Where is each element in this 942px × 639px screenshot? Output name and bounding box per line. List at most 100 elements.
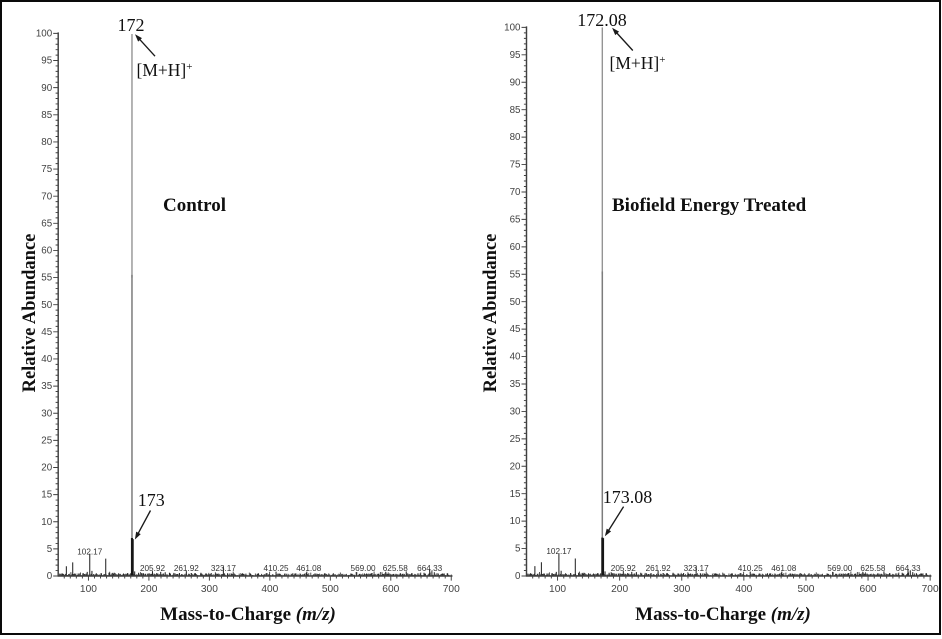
x-ticks: 100 200 300 400 500 600 700 bbox=[63, 576, 460, 595]
y-tick-label: 15 bbox=[41, 490, 52, 501]
x-axis-title-main-control: Mass-to-Charge bbox=[160, 603, 291, 625]
y-tick-label: 90 bbox=[41, 83, 52, 94]
annotated-peaks: 102.17 205.92 261.92 323.17 410.25 461.08 569.… bbox=[546, 547, 921, 576]
peak-annotation: 461.08 bbox=[771, 564, 796, 573]
minor-peaks bbox=[61, 558, 449, 576]
y-tick-label: 20 bbox=[41, 463, 52, 474]
peak-annotation: 664.33 bbox=[895, 564, 920, 573]
y-tick-label: 60 bbox=[510, 242, 521, 253]
y-tick-label: 75 bbox=[41, 164, 52, 175]
y-tick-label: 30 bbox=[41, 408, 52, 419]
y-tick-label: 5 bbox=[47, 544, 53, 555]
x-axis-title-unit-treated: (m/z) bbox=[770, 603, 811, 625]
y-tick-label: 85 bbox=[510, 105, 521, 116]
peak-annotation: 261.92 bbox=[646, 564, 671, 573]
peak-annotation: 323.17 bbox=[211, 564, 236, 573]
y-tick-label: 75 bbox=[510, 160, 521, 171]
minor-peaks-path bbox=[530, 558, 927, 576]
y-tick-label: 25 bbox=[510, 434, 521, 445]
y-tick-label: 100 bbox=[504, 23, 521, 34]
panel-title-treated: Biofield Energy Treated bbox=[612, 194, 807, 216]
x-tick-label: 400 bbox=[735, 584, 752, 595]
y-ticks: 1009590858075706560555045403530252015105… bbox=[504, 23, 527, 582]
y-tick-label: 50 bbox=[41, 300, 52, 311]
y-tick-label: 95 bbox=[510, 50, 521, 61]
y-axis-title-control: Relative Abundance bbox=[19, 233, 40, 393]
adduct-main-control: [M+H] bbox=[136, 59, 187, 80]
isotope-peak-label-treated: 173.08 bbox=[602, 487, 653, 507]
y-tick-label: 20 bbox=[510, 461, 521, 472]
peak-annotation: 625.58 bbox=[383, 564, 408, 573]
y-tick-label: 45 bbox=[41, 327, 52, 338]
x-tick-label: 500 bbox=[797, 584, 814, 595]
peak-annotation: 664.33 bbox=[417, 564, 442, 573]
x-tick-label: 700 bbox=[443, 584, 460, 595]
peak-annotation: 410.25 bbox=[738, 564, 763, 573]
x-tick-marks bbox=[532, 576, 931, 581]
x-axis-title-treated: Mass-to-Charge (m/z) bbox=[635, 605, 811, 624]
y-tick-label: 80 bbox=[510, 132, 521, 143]
peak-annotation: 569.00 bbox=[827, 564, 852, 573]
base-peak-arrow bbox=[612, 27, 634, 51]
peak-annotation: 323.17 bbox=[684, 564, 709, 573]
x-ticks: 100 200 300 400 500 600 700 bbox=[532, 576, 939, 595]
annotated-peaks: 102.17 205.92 261.92 323.17 410.25 461.08 569.… bbox=[77, 547, 443, 576]
x-tick-label: 200 bbox=[611, 584, 628, 595]
y-tick-label: 95 bbox=[41, 56, 52, 67]
panel-control: 102.17 205.92 261.92 323.17 410.25 461.08 569.… bbox=[36, 29, 460, 595]
isotope-peak-label-control: 173 bbox=[137, 490, 165, 510]
y-tick-marks bbox=[521, 26, 527, 577]
base-peak-label-control: 172 bbox=[117, 15, 145, 36]
y-tick-label: 35 bbox=[510, 379, 521, 390]
y-tick-label: 45 bbox=[510, 324, 521, 335]
y-tick-label: 80 bbox=[41, 137, 52, 148]
y-tick-label: 65 bbox=[510, 215, 521, 226]
x-tick-label: 100 bbox=[80, 584, 97, 595]
arrow-shaft bbox=[615, 31, 634, 51]
y-tick-label: 70 bbox=[510, 187, 521, 198]
adduct-label-control: [M+H]+ bbox=[136, 59, 193, 80]
isotope-peak-arrow bbox=[134, 510, 152, 540]
arrow-shaft bbox=[138, 38, 156, 57]
arrow-head bbox=[612, 27, 620, 36]
y-tick-label: 55 bbox=[510, 269, 521, 280]
y-tick-label: 10 bbox=[41, 517, 52, 528]
peak-annotation: 461.08 bbox=[296, 564, 321, 573]
x-axis-title-control: Mass-to-Charge (m/z) bbox=[160, 605, 336, 624]
x-tick-label: 100 bbox=[549, 584, 566, 595]
y-tick-marks bbox=[53, 32, 59, 577]
y-tick-label: 0 bbox=[515, 571, 521, 582]
y-tick-label: 15 bbox=[510, 489, 521, 500]
y-tick-label: 30 bbox=[510, 407, 521, 418]
x-tick-label: 600 bbox=[382, 584, 399, 595]
peak-annotation: 569.00 bbox=[351, 564, 376, 573]
y-tick-label: 40 bbox=[41, 354, 52, 365]
arrow-head bbox=[135, 34, 142, 42]
x-tick-label: 700 bbox=[922, 584, 939, 595]
axes bbox=[525, 26, 932, 577]
peak-annotation: 625.58 bbox=[860, 564, 885, 573]
x-tick-label: 400 bbox=[261, 584, 278, 595]
y-tick-label: 85 bbox=[41, 110, 52, 121]
x-tick-marks bbox=[63, 576, 452, 581]
y-tick-label: 0 bbox=[47, 571, 53, 582]
y-tick-label: 65 bbox=[41, 218, 52, 229]
peak-annotation: 410.25 bbox=[264, 564, 289, 573]
y-tick-label: 100 bbox=[36, 29, 53, 40]
y-tick-label: 10 bbox=[510, 516, 521, 527]
y-tick-label: 90 bbox=[510, 77, 521, 88]
y-ticks: 1009590858075706560555045403530252015105… bbox=[36, 29, 59, 582]
adduct-label-treated: [M+H]+ bbox=[610, 54, 666, 73]
y-tick-label: 40 bbox=[510, 352, 521, 363]
peak-annotation: 205.92 bbox=[611, 564, 636, 573]
adduct-sup-control: + bbox=[186, 60, 193, 73]
arrow-head bbox=[134, 531, 141, 540]
y-tick-label: 5 bbox=[515, 544, 521, 555]
peak-annotation: 261.92 bbox=[174, 564, 199, 573]
x-tick-label: 500 bbox=[322, 584, 339, 595]
y-tick-label: 50 bbox=[510, 297, 521, 308]
peak-annotation: 205.92 bbox=[140, 564, 165, 573]
peak-annotation: 102.17 bbox=[546, 547, 571, 556]
